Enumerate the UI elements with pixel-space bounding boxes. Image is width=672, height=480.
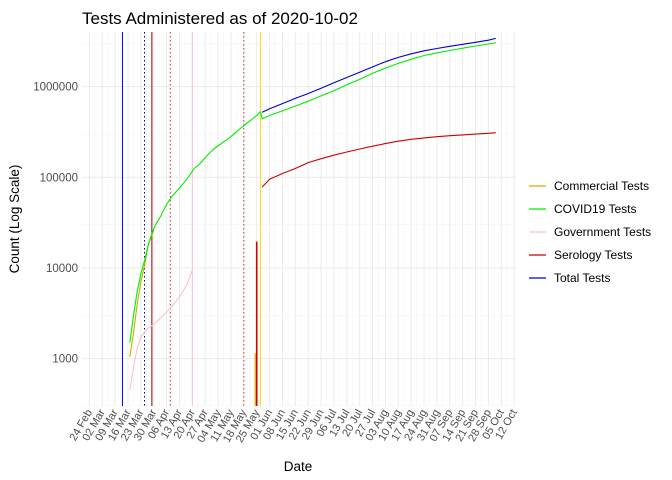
y-axis-ticks: 1000 10000 100000 1000000 — [33, 82, 78, 366]
plot-grid — [82, 32, 516, 407]
series-line-serology-tests — [261, 132, 496, 188]
legend-label: Serology Tests — [554, 248, 633, 262]
series-line-covid19-tests — [129, 42, 496, 343]
legend-label: Commercial Tests — [554, 179, 649, 193]
legend: Commercial Tests COVID19 Tests Government … — [529, 179, 651, 285]
legend-label: COVID19 Tests — [554, 202, 636, 216]
legend-label: Government Tests — [554, 225, 651, 239]
x-axis-title: Date — [284, 459, 313, 474]
series-line-government-tests — [129, 269, 193, 391]
chart-title: Tests Administered as of 2020-10-02 — [82, 9, 358, 28]
y-tick-label: 1000000 — [33, 82, 78, 94]
reference-lines — [121, 32, 261, 406]
y-tick-label: 1000 — [52, 354, 78, 366]
legend-label: Total Tests — [554, 271, 610, 285]
y-tick-label: 10000 — [46, 263, 78, 275]
y-axis-title: Count (Log Scale) — [7, 165, 22, 274]
y-tick-label: 100000 — [40, 172, 78, 184]
serology-spikes — [254, 241, 258, 406]
series-layer — [129, 37, 496, 391]
series-line-total-tests — [261, 37, 496, 113]
